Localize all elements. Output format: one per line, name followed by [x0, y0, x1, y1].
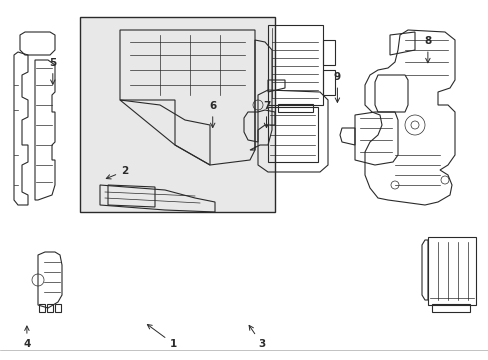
Text: 9: 9 [333, 72, 340, 102]
Text: 5: 5 [49, 58, 56, 84]
Bar [427, 237, 475, 305]
Bar [55, 304, 61, 312]
Text: 4: 4 [23, 326, 31, 349]
Text: 3: 3 [248, 325, 264, 349]
Bar [47, 304, 53, 312]
Bar [323, 40, 334, 65]
Bar [267, 107, 317, 162]
Bar [267, 25, 323, 105]
Text: 7: 7 [262, 101, 270, 127]
Bar [278, 104, 312, 112]
Bar [323, 70, 334, 95]
Bar [39, 304, 45, 312]
Bar [431, 304, 469, 312]
Text: 6: 6 [209, 101, 216, 127]
Text: 8: 8 [424, 36, 430, 63]
Text: 2: 2 [106, 166, 128, 179]
Text: 1: 1 [147, 324, 177, 349]
Bar [80, 17, 274, 212]
